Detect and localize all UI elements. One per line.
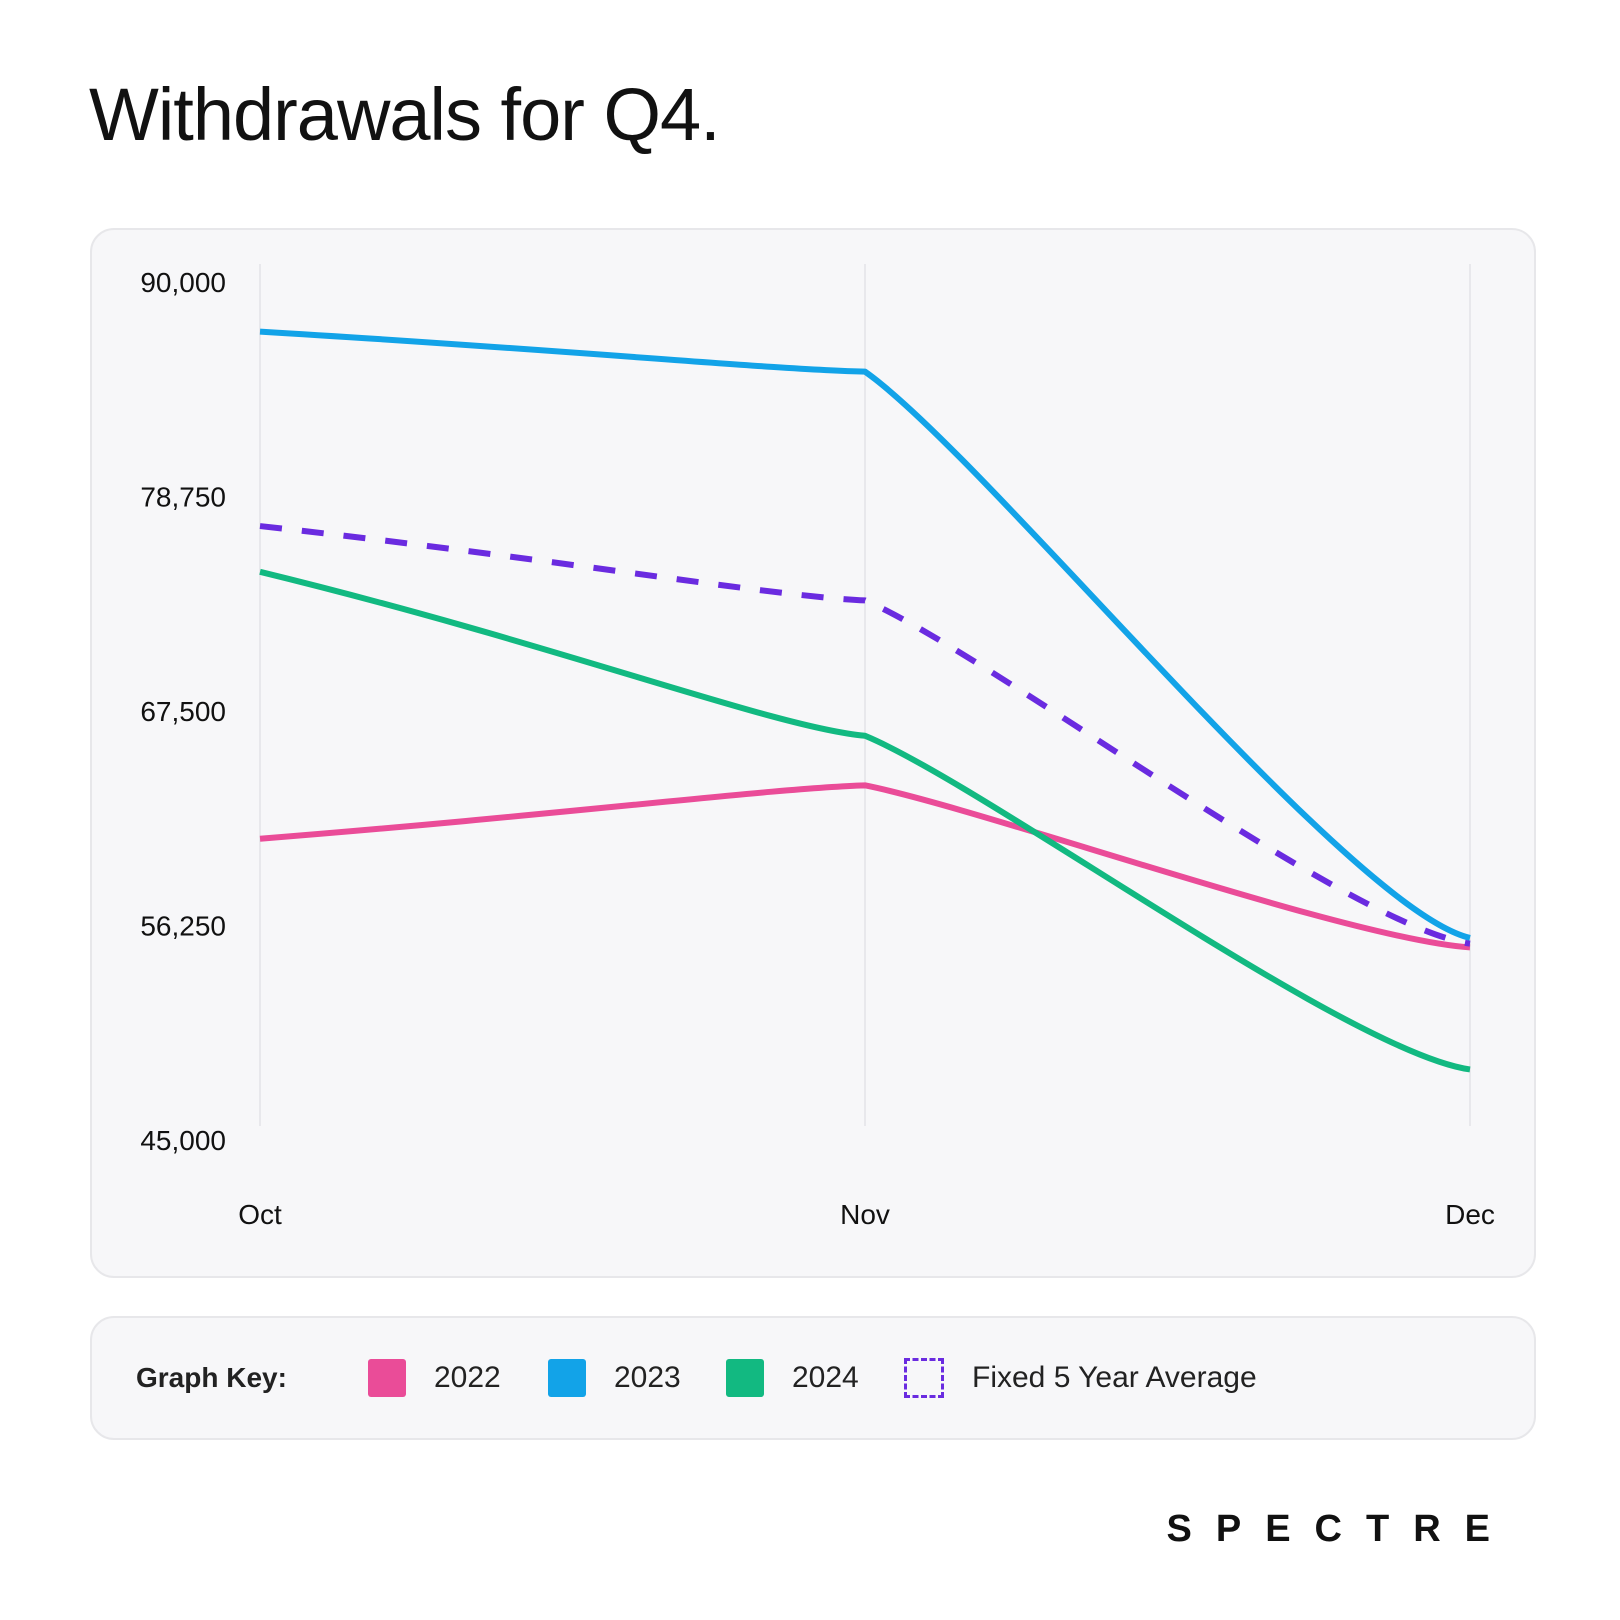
legend-item-2022: 2022 (368, 1358, 501, 1398)
legend-label: Fixed 5 Year Average (972, 1361, 1257, 1394)
page-title: Withdrawals for Q4. (89, 73, 721, 156)
series-line-2023 (259, 328, 1471, 941)
series-line-2022 (259, 782, 1471, 951)
legend-label: 2022 (434, 1361, 501, 1394)
y-tick-label: 78,750 (140, 482, 226, 513)
y-tick-label: 67,500 (140, 696, 226, 727)
legend-label: 2024 (792, 1361, 859, 1394)
legend-item-2023: 2023 (548, 1358, 681, 1398)
legend-item-2024: 2024 (726, 1358, 859, 1398)
graph-key: Graph Key: 2022 2023 2024 Fixed 5 Year A… (90, 1316, 1536, 1440)
series-line-2024 (259, 568, 1471, 1073)
graph-key-title: Graph Key: (136, 1362, 287, 1393)
y-tick-label: 56,250 (140, 911, 226, 942)
legend-swatch-2023 (548, 1359, 586, 1397)
line-chart: 90,000 78,750 67,500 56,250 45,000 Oct Nov Dec (140, 264, 1495, 1230)
legend-label: 2023 (614, 1361, 681, 1394)
chart-card: 90,000 78,750 67,500 56,250 45,000 Oct Nov Dec (90, 228, 1536, 1278)
x-tick-label: Nov (840, 1199, 890, 1230)
series-line-fixed-5-year-average (259, 523, 1471, 947)
legend-swatch-2024 (726, 1359, 764, 1397)
y-tick-label: 45,000 (140, 1125, 226, 1156)
x-tick-label: Dec (1445, 1199, 1495, 1230)
legend-swatch-2022 (368, 1359, 406, 1397)
y-tick-label: 90,000 (140, 267, 226, 298)
brand-logo: SPECTRE (1166, 1508, 1514, 1550)
legend-item-average: Fixed 5 Year Average (904, 1358, 1257, 1398)
x-tick-label: Oct (238, 1199, 282, 1230)
legend-swatch-average (904, 1358, 944, 1398)
